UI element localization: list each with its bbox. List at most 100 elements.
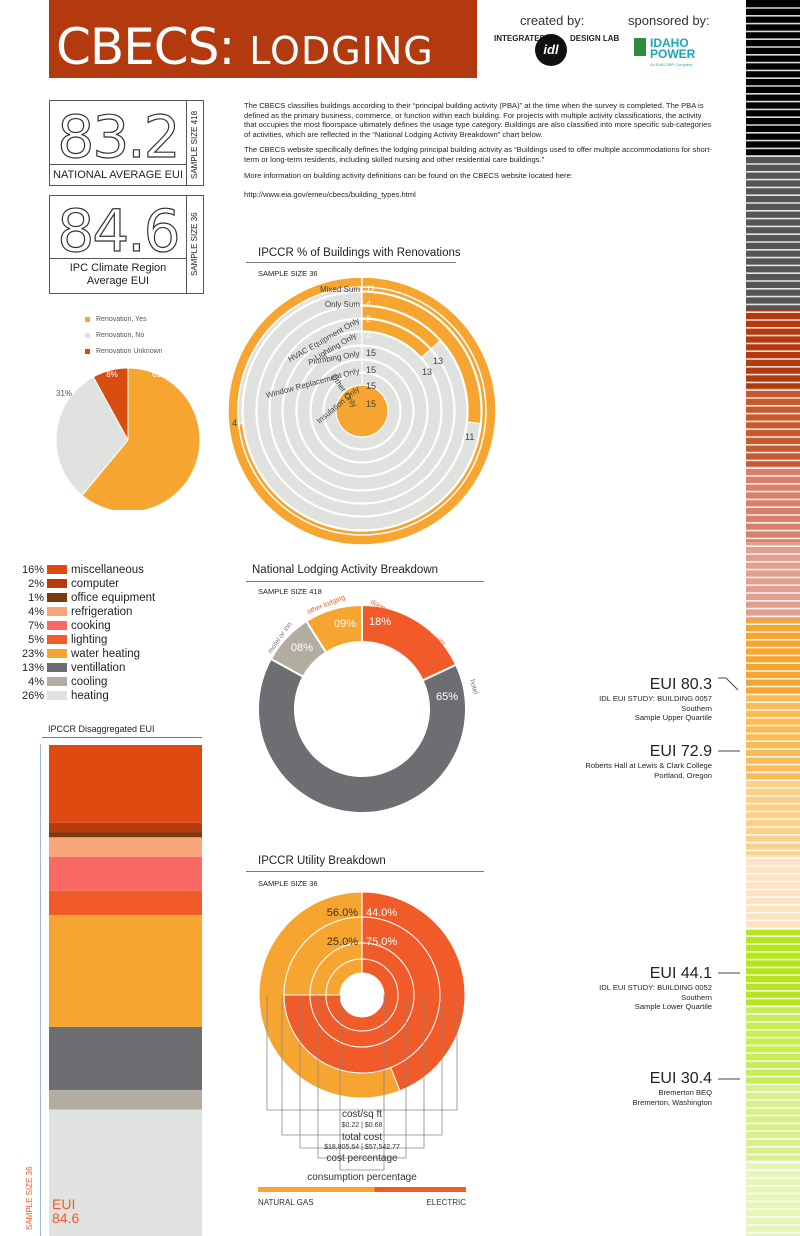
end-use-legend-item: 26% heating (22, 689, 155, 703)
end-use-legend-item: 16% miscellaneous (22, 563, 155, 577)
ring-band-gray-3 (269, 318, 455, 504)
end-use-pct: 16% (22, 564, 45, 576)
disagg-segment-miscellaneous (49, 745, 202, 823)
disagg-title: IPCCR Disaggregated EUI (48, 724, 155, 734)
utility-title: IPCCR Utility Breakdown (258, 855, 386, 867)
end-use-legend-item: 13% ventillation (22, 661, 155, 675)
end-use-pct: 2% (28, 578, 44, 590)
scale-band-2 (746, 310, 800, 388)
pie-slice-2 (92, 367, 129, 441)
disagg-stacked-bar (49, 745, 202, 1236)
ring-value-1: 4 (366, 299, 371, 309)
intro-url[interactable]: http://www.eia.gov/emeu/cbecs/building_t… (244, 190, 416, 200)
disagg-segment-office-equipment (49, 832, 202, 838)
disagg-segment-ventillation (49, 1026, 202, 1091)
utility-bracket-0 (266, 995, 458, 1111)
utility-cons-elec-label: 44.0% (366, 907, 397, 919)
end-use-label: water heating (71, 648, 141, 660)
lodging-value-hotel: 65% (436, 691, 458, 703)
pie-slice-1 (55, 376, 129, 497)
renovation-legend: Renovation, Yes Renovation, No Renovatio… (85, 316, 163, 364)
pie-label-yes: 61% (152, 370, 168, 379)
end-use-legend-item: 1% office equipment (22, 591, 155, 605)
ring-band-orange-2 (361, 305, 441, 350)
idl-logo-mark: idl (535, 34, 567, 66)
climate-sample-size: SAMPLE SIZE 36 (190, 212, 199, 276)
utility-bar-electric (374, 1187, 466, 1192)
end-use-legend-item: 4% refrigeration (22, 605, 155, 619)
pie-slice-0 (81, 367, 201, 510)
ring-band-gray-2 (256, 305, 468, 517)
leader-line-1 (718, 677, 739, 691)
climate-eui-caption: IPC Climate Region Average EUI (69, 262, 167, 287)
disagg-segment-water-heating (49, 915, 202, 1027)
disagg-sample: SAMPLE SIZE 36 (25, 1166, 34, 1230)
renovation-title-rule (246, 262, 456, 263)
end-use-legend-item: 2% computer (22, 577, 155, 591)
end-use-legend-item: 7% cooking (22, 619, 155, 633)
lodging-donut-chart: 18%65%08%09% dormatory/fraternity/sororit… (257, 594, 479, 814)
lodging-sample: SAMPLE SIZE 418 (258, 587, 322, 596)
lodging-category-hotel: hotel (468, 679, 479, 696)
end-use-label: cooking (71, 620, 111, 632)
end-use-legend: 16% miscellaneous 2% computer 1% office equip… (22, 563, 155, 703)
end-use-label: office equipment (71, 592, 156, 604)
legend-swatch-unknown (85, 349, 90, 354)
utility-cost-pct-label: cost percentage (326, 1153, 398, 1164)
end-use-label: ventillation (71, 662, 126, 674)
utility-total-cost-values: $18,805.64 | $57,542.77 (324, 1144, 400, 1151)
utility-bracket-2 (299, 995, 425, 1149)
eui-marker-4: EUI 30.4 Bremerton BEQ Bremerton, Washin… (632, 1070, 713, 1107)
created-by-label: created by: (520, 13, 585, 28)
disagg-segment-cooking (49, 856, 202, 891)
eui-marker-leaders (718, 677, 740, 1080)
end-use-pct: 23% (22, 648, 45, 660)
end-use-pct: 7% (28, 620, 44, 632)
intro-paragraph-1: The CBECS classifies buildings according… (244, 101, 712, 139)
scale-band-13 (746, 1160, 800, 1236)
lodging-value-dorm: 18% (369, 616, 391, 628)
end-use-pct: 26% (22, 690, 45, 702)
ring-band-gray-5 (296, 345, 428, 477)
pie-label-no: 31% (56, 389, 72, 398)
end-use-swatch (47, 635, 67, 645)
end-use-legend-item: 5% lighting (22, 633, 155, 647)
ring-value-hvac-rest: 13 (433, 356, 443, 366)
end-use-swatch (47, 621, 67, 631)
utility-chart: 56.0% 44.0% 25.0% 75.0% cost/sq ft $0.22 | $0… (258, 891, 466, 1207)
title-banner (49, 0, 477, 78)
ring-band-orange-3 (361, 318, 432, 359)
ring-value-2: 2 (366, 314, 371, 324)
legend-label-unknown: Renovation Unknown (96, 348, 163, 355)
utility-bracket-3 (317, 995, 407, 1159)
national-sample-size: SAMPLE SIZE 418 (190, 110, 199, 179)
eui-color-scale (746, 0, 800, 1236)
renovation-pie-chart: 61% 31% 8% (55, 367, 201, 510)
ring-value-6: 15 (366, 381, 376, 391)
utility-gas-label: NATURAL GAS (258, 1198, 314, 1207)
ring-value-4: 15 (366, 348, 376, 358)
end-use-label: heating (71, 690, 109, 702)
ring-band-orange-1 (361, 291, 482, 425)
end-use-swatch (47, 579, 67, 589)
intro-paragraph-2: The CBECS website specifically defines t… (244, 145, 712, 164)
end-use-label: lighting (71, 634, 108, 646)
eui-marker-2: EUI 72.9 Roberts Hall at Lewis & Clark C… (585, 743, 712, 780)
scale-band-8 (746, 780, 800, 855)
end-use-swatch (47, 663, 67, 673)
national-eui-box: 83.2 NATIONAL AVERAGE EUI SAMPLE SIZE 41… (49, 100, 204, 186)
utility-sample: SAMPLE SIZE 36 (258, 879, 318, 888)
utility-cost-elec-label: 75.0% (366, 936, 397, 948)
end-use-label: computer (71, 578, 119, 590)
renovation-sample: SAMPLE SIZE 36 (258, 269, 318, 278)
idl-logo-right: DESIGN LAB (570, 34, 620, 43)
disagg-segment-heating (49, 1109, 202, 1236)
climate-eui-box: 84.6 IPC Climate Region Average EUI SAMP… (49, 195, 204, 294)
scale-band-1 (746, 155, 800, 310)
disagg-title-rule (42, 737, 202, 738)
end-use-label: miscellaneous (71, 564, 144, 576)
utility-center-hole (350, 983, 374, 1007)
scale-band-12 (746, 1085, 800, 1160)
utility-cost-gas-label: 25.0% (327, 936, 358, 948)
